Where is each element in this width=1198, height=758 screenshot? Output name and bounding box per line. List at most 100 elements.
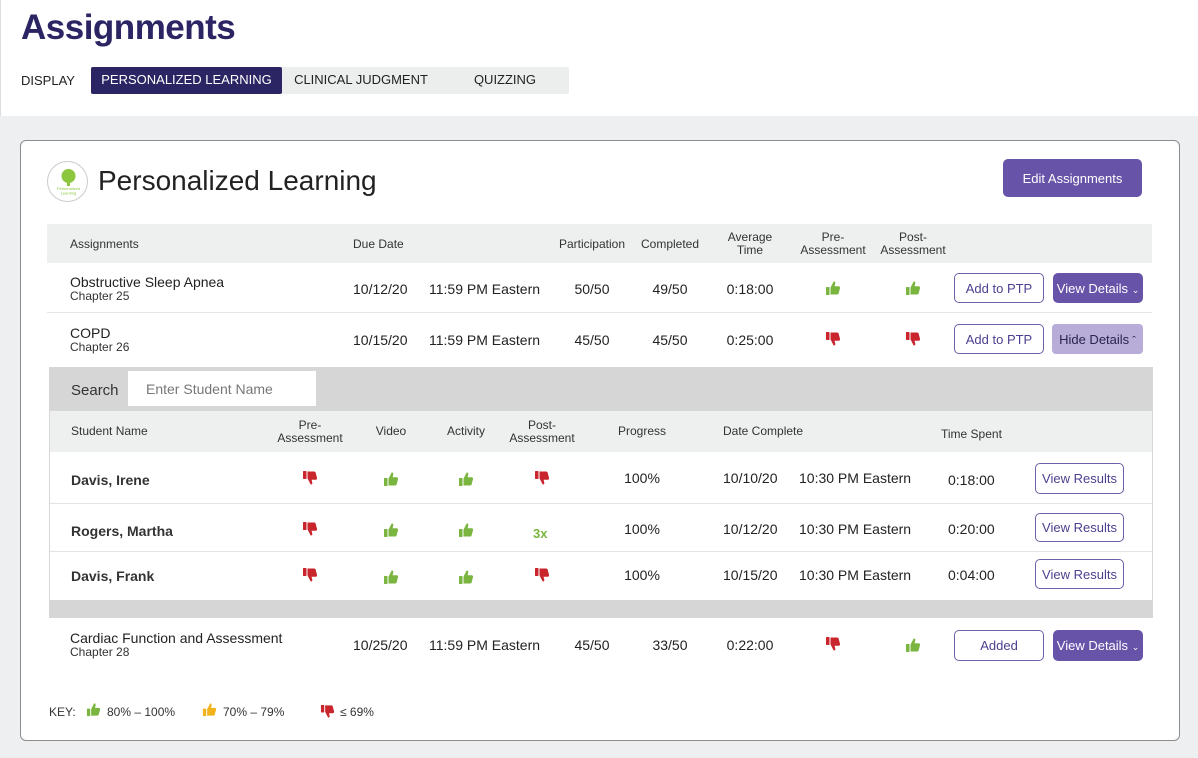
hide-details-button[interactable]: Hide Details ˆ bbox=[1052, 324, 1143, 354]
key-label: KEY: bbox=[49, 705, 76, 719]
tab-personalized-learning[interactable]: PERSONALIZED LEARNING bbox=[91, 67, 282, 94]
col-progress: Progress bbox=[617, 424, 667, 438]
time-spent: 0:04:00 bbox=[948, 567, 995, 583]
view-results-button[interactable]: View Results bbox=[1035, 559, 1124, 589]
col-post-line1: Post- bbox=[898, 230, 927, 244]
col-completed: Completed bbox=[640, 237, 700, 251]
average-time: 0:18:00 bbox=[726, 281, 774, 297]
thumbs-down-icon bbox=[302, 470, 318, 486]
student-name: Davis, Irene bbox=[71, 472, 150, 488]
completed: 33/50 bbox=[652, 637, 688, 653]
student-row: Davis, Frank 100% 10/15/20 10:30 PM East… bbox=[50, 552, 1152, 600]
col-video: Video bbox=[375, 424, 407, 438]
student-name: Davis, Frank bbox=[71, 568, 155, 584]
thumbs-up-icon bbox=[825, 280, 841, 296]
thumbs-up-icon bbox=[458, 471, 474, 487]
view-details-button[interactable]: View Details ⌄ bbox=[1053, 630, 1143, 661]
due-date: 10/25/20 bbox=[353, 637, 408, 653]
thumbs-down-icon bbox=[534, 470, 550, 486]
col-pre-assessment: Pre- Assessment bbox=[797, 231, 869, 257]
edit-assignments-button[interactable]: Edit Assignments bbox=[1003, 159, 1142, 197]
due-time: 11:59 PM Eastern bbox=[429, 637, 541, 653]
col-average-time-line1: Average bbox=[727, 230, 773, 244]
progress: 100% bbox=[624, 521, 660, 537]
col-student-post: Post- Assessment bbox=[506, 419, 578, 445]
progress: 100% bbox=[624, 567, 660, 583]
chevron-down-icon: ⌄ bbox=[1131, 642, 1140, 652]
tab-quizzing[interactable]: QUIZZING bbox=[473, 72, 537, 87]
thumbs-down-icon bbox=[302, 567, 318, 583]
added-button[interactable]: Added bbox=[954, 630, 1044, 661]
add-to-ptp-button[interactable]: Add to PTP bbox=[954, 324, 1044, 354]
student-name: Rogers, Martha bbox=[71, 523, 173, 539]
average-time: 0:25:00 bbox=[726, 332, 774, 348]
col-student-pre-line1: Pre- bbox=[298, 418, 322, 432]
date-complete: 10/10/20 bbox=[723, 470, 778, 486]
personalized-learning-card: Personalized Learning Personalized Learn… bbox=[20, 140, 1180, 741]
student-details-panel: Search Student Name Pre- Assessment Vide… bbox=[49, 367, 1153, 618]
due-date: 10/15/20 bbox=[353, 332, 408, 348]
display-label: DISPLAY bbox=[21, 73, 75, 88]
col-assignments: Assignments bbox=[70, 237, 139, 251]
participation: 45/50 bbox=[574, 332, 610, 348]
thumbs-up-icon bbox=[458, 522, 474, 538]
thumbs-up-icon bbox=[86, 702, 101, 717]
thumbs-down-icon bbox=[905, 331, 921, 347]
col-student-name: Student Name bbox=[71, 424, 148, 438]
col-student-post-line1: Post- bbox=[527, 418, 556, 432]
view-results-button[interactable]: View Results bbox=[1035, 463, 1124, 494]
hide-details-label: Hide Details bbox=[1059, 331, 1130, 347]
assignment-name[interactable]: Cardiac Function and Assessment bbox=[70, 630, 283, 646]
col-average-time: Average Time bbox=[720, 231, 780, 257]
assignment-name[interactable]: COPD bbox=[70, 325, 111, 341]
add-to-ptp-button[interactable]: Add to PTP bbox=[954, 273, 1044, 303]
assignment-name[interactable]: Obstructive Sleep Apnea bbox=[70, 274, 225, 290]
svg-text:Learning: Learning bbox=[61, 191, 77, 196]
tab-clinical-judgment[interactable]: CLINICAL JUDGMENT bbox=[294, 72, 428, 87]
completed: 49/50 bbox=[652, 281, 688, 297]
time-spent: 0:18:00 bbox=[948, 472, 995, 488]
thumbs-down-icon bbox=[302, 521, 318, 537]
thumbs-up-icon bbox=[905, 637, 921, 653]
progress: 100% bbox=[624, 470, 660, 486]
key-warn: 70% – 79% bbox=[223, 705, 285, 719]
thumbs-down-icon bbox=[320, 704, 335, 719]
display-tabs: PERSONALIZED LEARNING CLINICAL JUDGMENT … bbox=[91, 67, 569, 94]
card-title: Personalized Learning bbox=[98, 165, 377, 196]
thumbs-up-icon bbox=[202, 702, 217, 717]
participation: 50/50 bbox=[574, 281, 610, 297]
assignment-chapter: Chapter 26 bbox=[70, 340, 130, 354]
view-results-button[interactable]: View Results bbox=[1035, 513, 1124, 542]
assignment-chapter: Chapter 28 bbox=[70, 645, 130, 659]
view-details-button[interactable]: View Details ⌄ bbox=[1053, 273, 1143, 303]
due-date: 10/12/20 bbox=[353, 281, 408, 297]
col-average-time-line2: Time bbox=[736, 243, 764, 257]
col-student-pre: Pre- Assessment bbox=[274, 419, 346, 445]
svg-text:Personalized: Personalized bbox=[57, 186, 80, 191]
header: Assignments DISPLAY PERSONALIZED LEARNIN… bbox=[0, 0, 1198, 116]
student-search-input[interactable] bbox=[128, 371, 316, 406]
participation: 45/50 bbox=[574, 637, 610, 653]
col-pre-line2: Assessment bbox=[800, 243, 866, 257]
completed: 45/50 bbox=[652, 332, 688, 348]
personalized-learning-logo: Personalized Learning bbox=[47, 161, 88, 202]
col-due-date: Due Date bbox=[353, 237, 404, 251]
assignment-chapter: Chapter 25 bbox=[70, 289, 130, 303]
thumbs-down-icon bbox=[825, 636, 841, 652]
col-pre-line1: Pre- bbox=[821, 230, 845, 244]
date-complete: 10/12/20 bbox=[723, 521, 778, 537]
post-attempts-count: 3x bbox=[533, 526, 548, 541]
thumbs-up-icon bbox=[458, 569, 474, 585]
time-complete: 10:30 PM Eastern bbox=[799, 470, 912, 486]
average-time: 0:22:00 bbox=[726, 637, 774, 653]
assignment-row: Obstructive Sleep Apnea Chapter 25 10/12… bbox=[47, 263, 1152, 313]
thumbs-up-icon bbox=[383, 522, 399, 538]
thumbs-up-icon bbox=[383, 471, 399, 487]
key-good: 80% – 100% bbox=[107, 705, 176, 719]
chevron-up-icon: ˆ bbox=[1129, 334, 1136, 347]
view-details-label: View Details bbox=[1056, 280, 1129, 296]
col-activity: Activity bbox=[446, 424, 485, 438]
thumbs-up-icon bbox=[905, 280, 921, 296]
col-post-assessment: Post- Assessment bbox=[877, 231, 949, 257]
legend-key: KEY: 80% – 100% 70% – 79% ≤ 69% bbox=[49, 705, 374, 719]
